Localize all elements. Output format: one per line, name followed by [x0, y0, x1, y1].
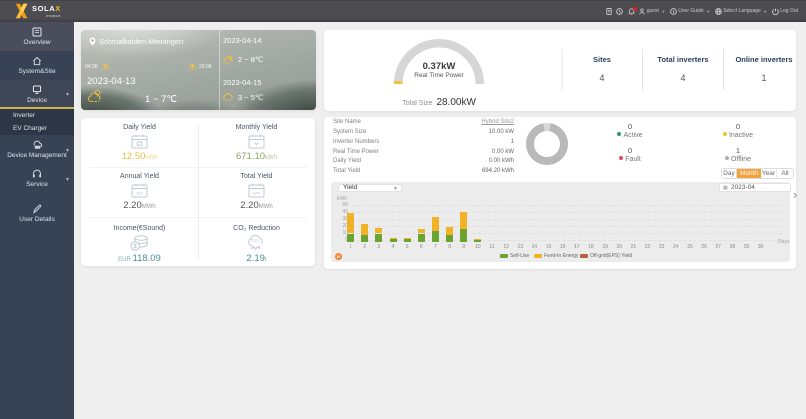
svg-text:CO₂: CO₂ [251, 238, 260, 243]
svg-text:365: 365 [136, 191, 143, 196]
svg-text:kWh: kWh [253, 191, 261, 196]
